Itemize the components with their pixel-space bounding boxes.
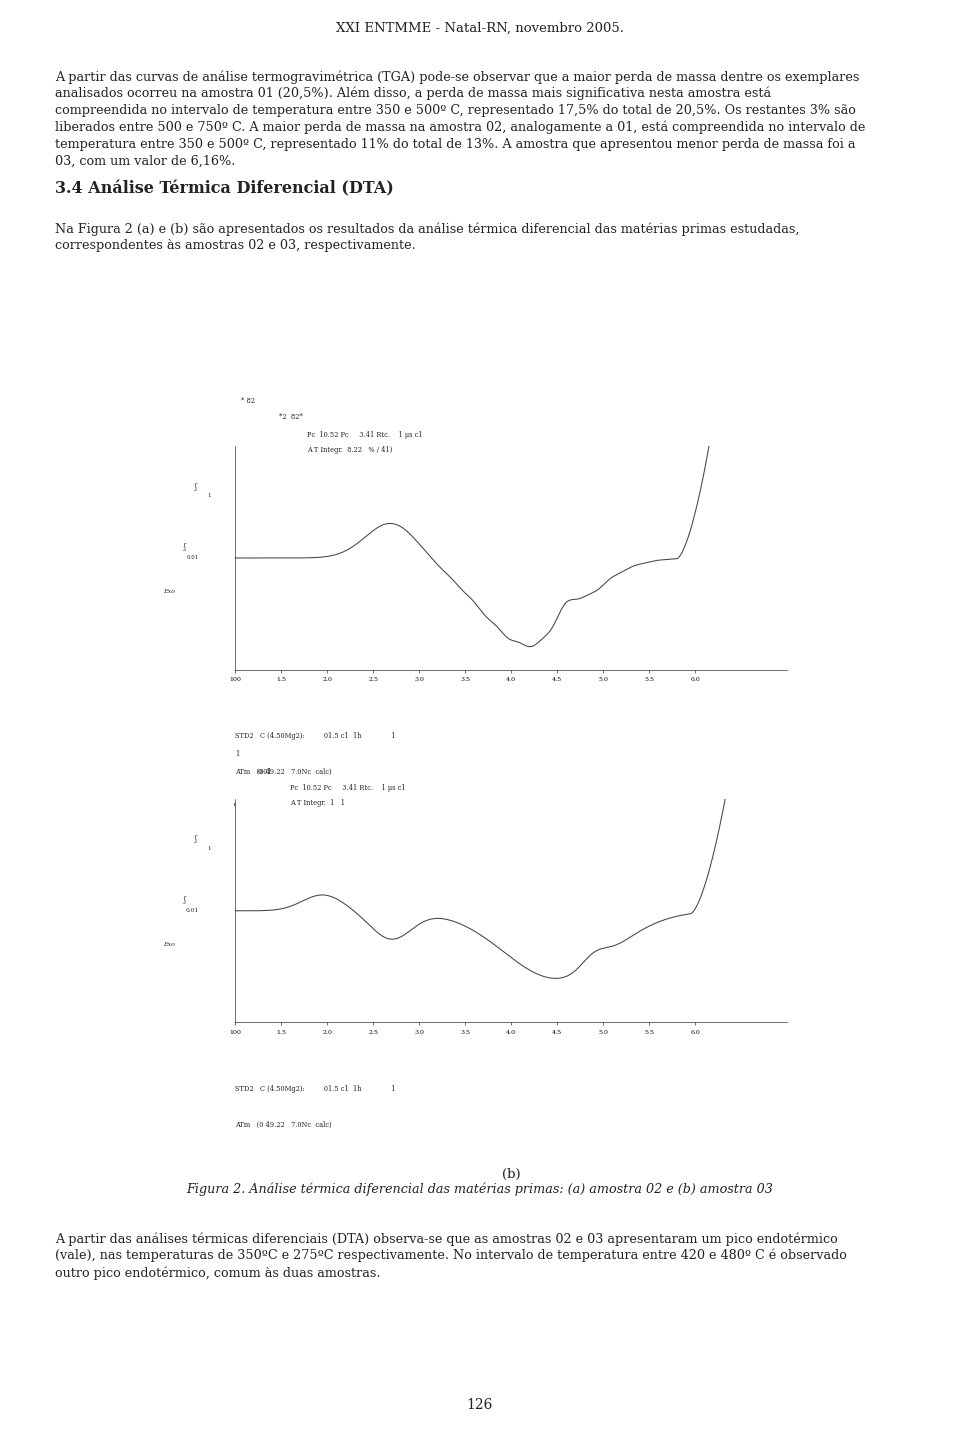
Text: 0.01: 0.01 <box>187 556 200 560</box>
Text: ATm   (0 49.22   7.0Nc  calc): ATm (0 49.22 7.0Nc calc) <box>235 768 332 776</box>
Text: Na Figura 2 (a) e (b) são apresentados os resultados da análise térmica diferenc: Na Figura 2 (a) e (b) são apresentados o… <box>55 222 800 236</box>
Text: Pc  10.52 Pc     3.41 Rtc.    1 μs c1: Pc 10.52 Pc 3.41 Rtc. 1 μs c1 <box>307 431 422 439</box>
Text: * 82: * 82 <box>241 397 254 405</box>
Text: A T Integr.  1   1: A T Integr. 1 1 <box>290 799 346 808</box>
Text: temperatura entre 350 e 500º C, representado 11% do total de 13%. A amostra que : temperatura entre 350 e 500º C, represen… <box>55 138 855 151</box>
Text: (b): (b) <box>502 1168 520 1181</box>
Text: ʃ: ʃ <box>183 896 185 904</box>
Text: 0.01: 0.01 <box>186 909 200 913</box>
Text: XXI ENTMME - Natal-RN, novembro 2005.: XXI ENTMME - Natal-RN, novembro 2005. <box>336 22 624 35</box>
Text: A partir das curvas de análise termogravimétrica (TGA) pode-se observar que a ma: A partir das curvas de análise termograv… <box>55 71 859 84</box>
Text: ʃ: ʃ <box>195 482 197 491</box>
Text: A partir das análises térmicas diferenciais (DTA) observa-se que as amostras 02 : A partir das análises térmicas diferenci… <box>55 1233 838 1246</box>
Text: Pc  10.52 Pc     3.41 Rtc.    1 μs c1: Pc 10.52 Pc 3.41 Rtc. 1 μs c1 <box>290 783 406 792</box>
Text: 0.01: 0.01 <box>257 768 272 776</box>
Text: 1: 1 <box>235 750 239 757</box>
Text: ʃ: ʃ <box>195 835 197 844</box>
Text: (vale), nas temperaturas de 350ºC e 275ºC respectivamente. No intervalo de tempe: (vale), nas temperaturas de 350ºC e 275º… <box>55 1248 847 1263</box>
Text: STD2   C (4.50Mg2):         01.5 c1  1h              1: STD2 C (4.50Mg2): 01.5 c1 1h 1 <box>235 732 396 740</box>
Text: outro pico endotérmico, comum às duas amostras.: outro pico endotérmico, comum às duas am… <box>55 1266 380 1280</box>
Text: compreendida no intervalo de temperatura entre 350 e 500º C, representado 17,5% : compreendida no intervalo de temperatura… <box>55 104 856 117</box>
Text: 03, com um valor de 6,16%.: 03, com um valor de 6,16%. <box>55 156 235 168</box>
Text: (a): (a) <box>502 852 520 865</box>
Text: ATm   (0 49.22   7.0Nc  calc): ATm (0 49.22 7.0Nc calc) <box>235 1120 332 1129</box>
Text: 3.4 Análise Térmica Diferencial (DTA): 3.4 Análise Térmica Diferencial (DTA) <box>55 180 394 197</box>
Text: liberados entre 500 e 750º C. A maior perda de massa na amostra 02, analogamente: liberados entre 500 e 750º C. A maior pe… <box>55 121 865 134</box>
Text: Figura 2. Análise térmica diferencial das matérias primas: (a) amostra 02 e (b) : Figura 2. Análise térmica diferencial da… <box>186 1182 774 1195</box>
Text: A T Integr.  8.22   % / 41): A T Integr. 8.22 % / 41) <box>307 446 393 455</box>
Text: 1: 1 <box>206 845 210 851</box>
Text: analisados ocorreu na amostra 01 (20,5%). Além disso, a perda de massa mais sign: analisados ocorreu na amostra 01 (20,5%)… <box>55 86 771 101</box>
Text: Exo: Exo <box>162 942 175 946</box>
Text: ʃ: ʃ <box>183 543 185 552</box>
Text: 126: 126 <box>467 1398 493 1413</box>
Text: STD2   C (4.50Mg2):         01.5 c1  1h              1: STD2 C (4.50Mg2): 01.5 c1 1h 1 <box>235 1084 396 1093</box>
Text: *2  82*: *2 82* <box>279 413 303 420</box>
Text: 1: 1 <box>206 492 210 498</box>
Text: Exo: Exo <box>162 589 175 593</box>
Text: correspondentes às amostras 02 e 03, respectivamente.: correspondentes às amostras 02 e 03, res… <box>55 239 416 252</box>
